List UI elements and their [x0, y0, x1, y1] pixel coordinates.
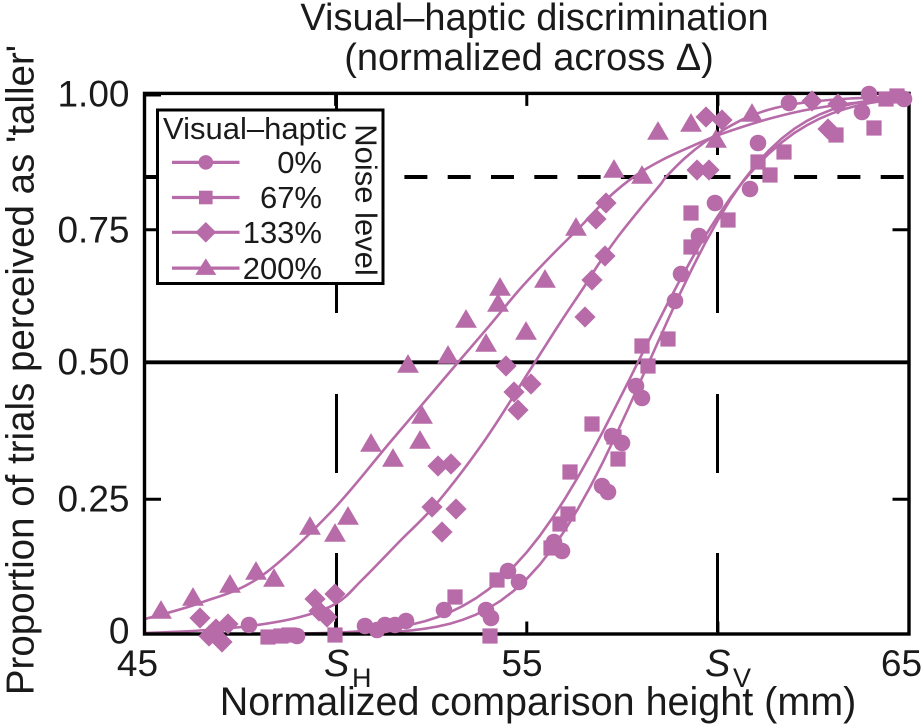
svg-text:S: S: [324, 643, 349, 685]
svg-text:45: 45: [117, 643, 158, 684]
svg-text:V: V: [733, 663, 751, 693]
svg-text:65: 65: [881, 643, 921, 684]
svg-text:Visual–haptic discrimination: Visual–haptic discrimination: [300, 0, 768, 39]
svg-text:Visual–haptic: Visual–haptic: [163, 111, 347, 146]
svg-text:0.75: 0.75: [57, 210, 129, 251]
svg-text:0.25: 0.25: [57, 479, 129, 520]
svg-text:Proportion of trials perceived: Proportion of trials perceived as 'talle…: [0, 45, 43, 695]
svg-text:H: H: [352, 663, 372, 693]
svg-text:0.50: 0.50: [57, 342, 129, 383]
svg-text:133%: 133%: [243, 215, 322, 250]
svg-text:67%: 67%: [260, 180, 322, 215]
svg-text:55: 55: [501, 643, 542, 684]
svg-text:1.00: 1.00: [57, 73, 129, 114]
svg-text:S: S: [705, 643, 730, 685]
svg-text:(normalized across Δ): (normalized across Δ): [344, 37, 714, 79]
svg-text:Normalized comparison height (: Normalized comparison height (mm): [220, 680, 857, 724]
svg-text:200%: 200%: [243, 251, 322, 286]
svg-text:0: 0: [109, 611, 130, 652]
svg-text:0%: 0%: [277, 145, 322, 180]
svg-text:Noise level: Noise level: [349, 124, 384, 276]
